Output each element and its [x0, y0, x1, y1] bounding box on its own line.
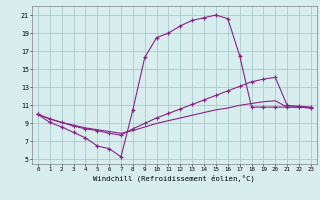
X-axis label: Windchill (Refroidissement éolien,°C): Windchill (Refroidissement éolien,°C): [93, 174, 255, 182]
